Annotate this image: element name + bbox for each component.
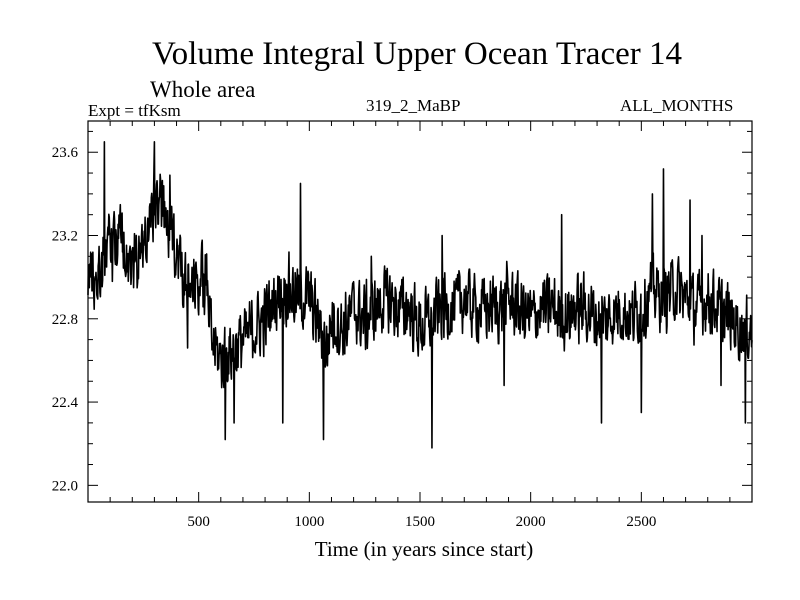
- x-axis-label: Time (in years since start): [315, 537, 534, 561]
- y-tick-label: 22.8: [52, 312, 78, 328]
- y-tick-label: 22.0: [52, 478, 78, 494]
- series-layer: [87, 141, 753, 449]
- y-tick-label: 22.4: [52, 395, 79, 411]
- x-tick-label: 500: [187, 514, 210, 530]
- x-tick-label: 1000: [294, 514, 324, 530]
- run-id-label: 319_2_MaBP: [366, 96, 461, 115]
- x-tick-label: 2000: [516, 514, 546, 530]
- axes-layer: 500 1000 1500 2000 2500 22.0 22.4 22.8 23.2 23.6: [52, 120, 753, 530]
- x-tick-label: 2500: [626, 514, 656, 530]
- x-tick-label: 1500: [405, 514, 435, 530]
- experiment-label: Expt = tfKsm: [88, 101, 181, 120]
- period-label: ALL_MONTHS: [620, 96, 734, 115]
- chart-subtitle: Whole area: [150, 77, 256, 102]
- y-tick-label: 23.2: [52, 229, 78, 245]
- y-tick-label: 23.6: [52, 145, 79, 161]
- chart-title: Volume Integral Upper Ocean Tracer 14: [152, 36, 682, 72]
- series-line-0: [87, 141, 753, 449]
